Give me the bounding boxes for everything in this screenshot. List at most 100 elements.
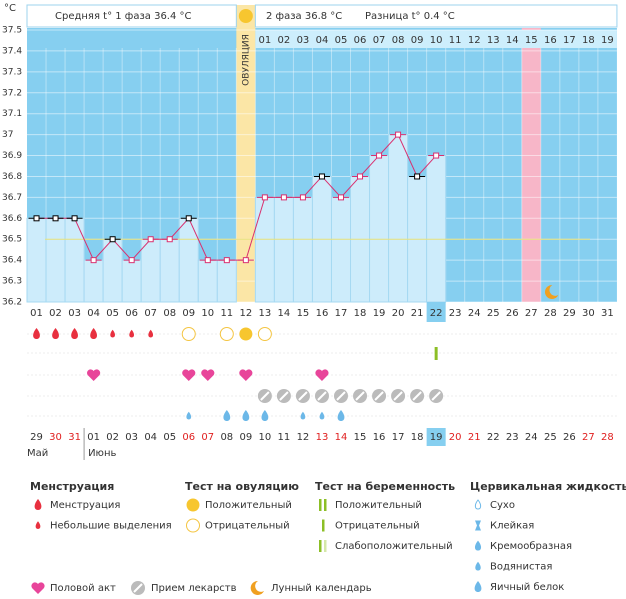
- calendar-date: 29: [30, 432, 43, 443]
- legend-item: Слабоположительный: [335, 541, 453, 552]
- cycle-day: 02: [49, 308, 62, 319]
- temperature-bar: [64, 217, 85, 303]
- legend-icon: [250, 580, 264, 595]
- legend-item: Отрицательный: [205, 521, 290, 532]
- drop-icon: [474, 540, 482, 551]
- temperature-point: [33, 215, 40, 222]
- ovulation-test-negative: [257, 327, 272, 341]
- legend-icon: [474, 499, 482, 510]
- heart-icon: [315, 369, 329, 381]
- phase2-day: 10: [430, 35, 443, 46]
- calendar-date: 19: [430, 432, 443, 443]
- temperature-point: [71, 215, 78, 222]
- legend-icon: [186, 518, 200, 533]
- legend-icon: [186, 498, 200, 512]
- y-tick-label: 36.4: [2, 256, 22, 266]
- ovulation-column: [236, 5, 256, 302]
- legend-icon: [475, 520, 481, 531]
- temperature-bar: [26, 217, 47, 303]
- calendar-date: 13: [316, 432, 329, 443]
- legend-icon: [319, 540, 322, 552]
- medication-slash: [374, 391, 384, 401]
- phase2-day: 12: [468, 35, 481, 46]
- unit-label: °C: [4, 3, 16, 14]
- y-tick-label: 36.6: [2, 214, 22, 224]
- calendar-date: 16: [373, 432, 386, 443]
- temperature-bar: [140, 238, 161, 303]
- moon-icon: [545, 284, 559, 299]
- phase2-day: 06: [354, 35, 367, 46]
- temperature-point: [204, 257, 211, 264]
- cycle-day: 09: [182, 308, 195, 319]
- temperature-point: [318, 173, 325, 180]
- cycle-day: 14: [278, 308, 291, 319]
- y-tick-label: 36.8: [2, 172, 22, 182]
- phase2-day: 15: [525, 35, 538, 46]
- cycle-day: 10: [201, 308, 214, 319]
- calendar-date: 23: [506, 432, 519, 443]
- y-tick-label: 37: [2, 130, 13, 140]
- legend-item: Положительный: [335, 500, 422, 511]
- medication-slash: [133, 583, 143, 593]
- cycle-day: 01: [30, 308, 43, 319]
- temperature-point: [147, 236, 154, 243]
- cycle-day: 11: [220, 308, 233, 319]
- phase2-day: 02: [278, 35, 291, 46]
- drop-icon: [33, 328, 40, 339]
- drop-icon: [148, 329, 154, 338]
- ovulation-test-negative: [181, 327, 196, 341]
- medication-slash: [355, 391, 365, 401]
- y-tick-label: 36.7: [2, 193, 22, 203]
- cycle-day: 08: [163, 308, 176, 319]
- temperature-bar: [254, 196, 275, 303]
- legend-title: Тест на овуляцию: [185, 480, 299, 493]
- temperature-point: [357, 173, 364, 180]
- temperature-point: [376, 152, 383, 159]
- cycle-day: 30: [582, 308, 595, 319]
- cycle-day: 28: [544, 308, 557, 319]
- calendar-date: 22: [487, 432, 500, 443]
- drop-icon: [71, 328, 78, 339]
- phase2-row: [255, 30, 617, 48]
- phase2-day: 08: [392, 35, 405, 46]
- calendar-date: 25: [544, 432, 557, 443]
- today-date-cell: [426, 428, 446, 446]
- calendar-date: 24: [525, 432, 538, 443]
- phase2-day: 07: [373, 35, 386, 46]
- temperature-point: [299, 194, 306, 201]
- temperature-point: [337, 194, 344, 201]
- temperature-point: [90, 257, 97, 264]
- difference-text: Разница t° 0.4 °C: [365, 11, 455, 22]
- phase2-day: 18: [582, 35, 595, 46]
- cycle-day: 22: [430, 308, 443, 319]
- temperature-bar: [102, 238, 123, 303]
- legend-item: Половой акт: [50, 583, 116, 594]
- temperature-point: [185, 215, 192, 222]
- y-tick-label: 37.2: [2, 88, 22, 98]
- cycle-day: 20: [392, 308, 405, 319]
- heart-icon: [182, 369, 196, 381]
- temperature-point: [280, 194, 287, 201]
- y-tick-label: 36.3: [2, 277, 22, 287]
- month-label: Июнь: [88, 448, 116, 459]
- cycle-day: 21: [411, 308, 424, 319]
- phase2-day: 19: [601, 35, 614, 46]
- cycle-day: 25: [487, 308, 500, 319]
- cycle-day: 18: [354, 308, 367, 319]
- cycle-day: 23: [449, 308, 462, 319]
- legend-item: Прием лекарств: [151, 583, 237, 594]
- phase2-day: 04: [316, 35, 329, 46]
- calendar-date: 12: [297, 432, 310, 443]
- calendar-date: 31: [68, 432, 81, 443]
- medication-slash: [298, 391, 308, 401]
- cycle-day: 16: [316, 308, 329, 319]
- phase2-day: 09: [411, 35, 424, 46]
- legend-item: Положительный: [205, 500, 292, 511]
- calendar-date: 03: [125, 432, 138, 443]
- y-tick-label: 36.9: [2, 151, 22, 161]
- medication-slash: [317, 391, 327, 401]
- calendar-date: 27: [582, 432, 595, 443]
- medication-slash: [431, 391, 441, 401]
- temperature-point: [109, 236, 116, 243]
- legend-item: Отрицательный: [335, 521, 420, 532]
